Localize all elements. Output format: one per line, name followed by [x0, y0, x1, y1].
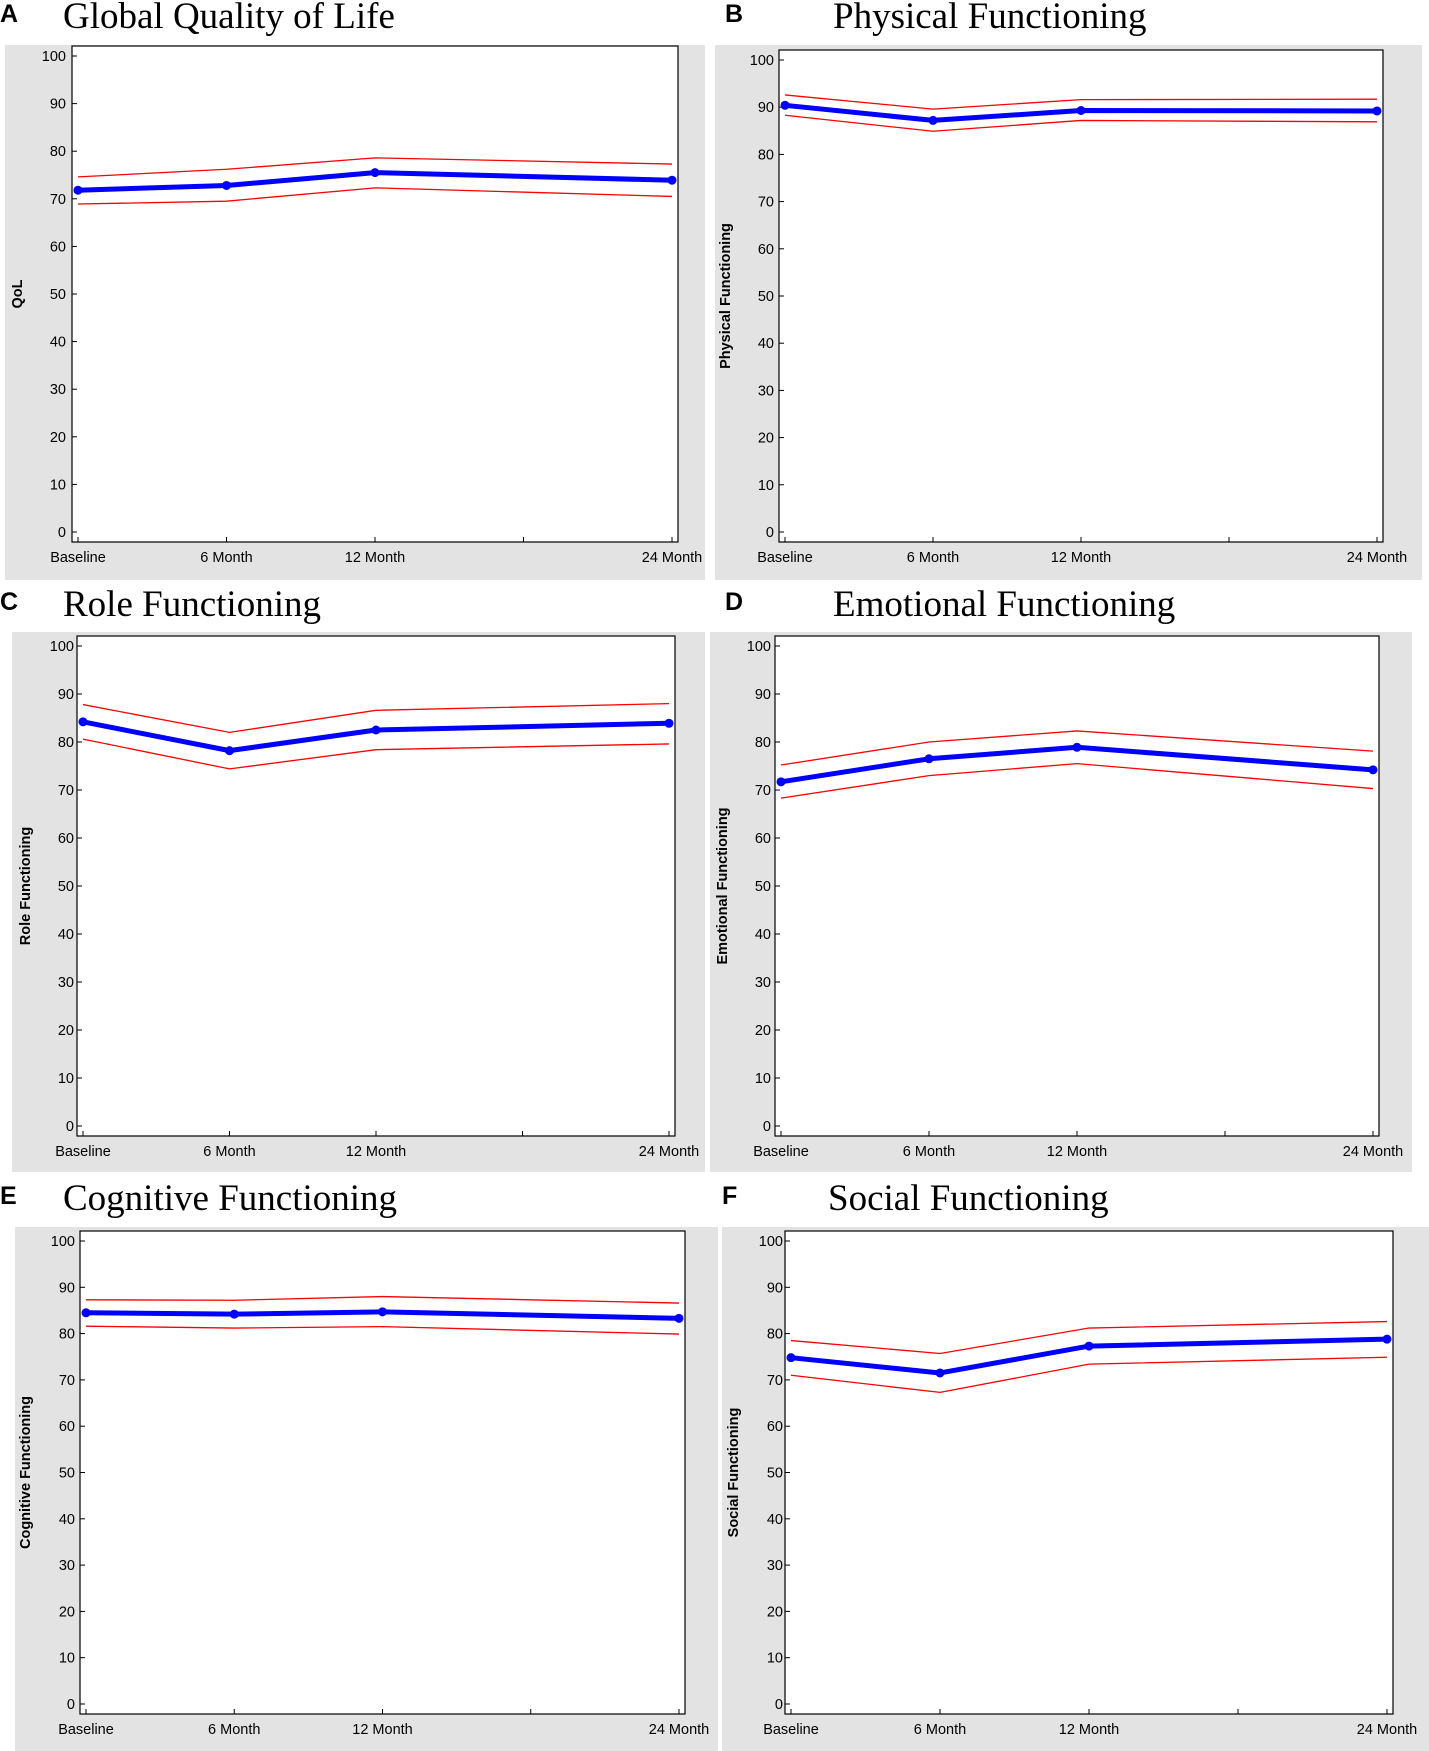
- panel-background: [5, 45, 705, 580]
- panel-letter: D: [725, 588, 744, 616]
- panel-background: [15, 1227, 718, 1751]
- panel-background: [12, 632, 705, 1172]
- panel-background: [710, 632, 1412, 1172]
- panel-letter: B: [725, 0, 744, 28]
- chart-title: Cognitive Functioning: [63, 1178, 398, 1219]
- panel-letter: A: [0, 0, 19, 28]
- chart-title: Global Quality of Life: [63, 0, 395, 37]
- panel-letter: E: [0, 1182, 17, 1210]
- chart-title: Role Functioning: [63, 584, 321, 625]
- panel-letter: F: [722, 1182, 738, 1210]
- chart-title: Social Functioning: [828, 1178, 1109, 1219]
- panel-background: [722, 1227, 1429, 1751]
- chart-title: Emotional Functioning: [833, 584, 1176, 625]
- panel-letter: C: [0, 588, 19, 616]
- chart-title: Physical Functioning: [833, 0, 1147, 37]
- panel-background: [715, 45, 1422, 580]
